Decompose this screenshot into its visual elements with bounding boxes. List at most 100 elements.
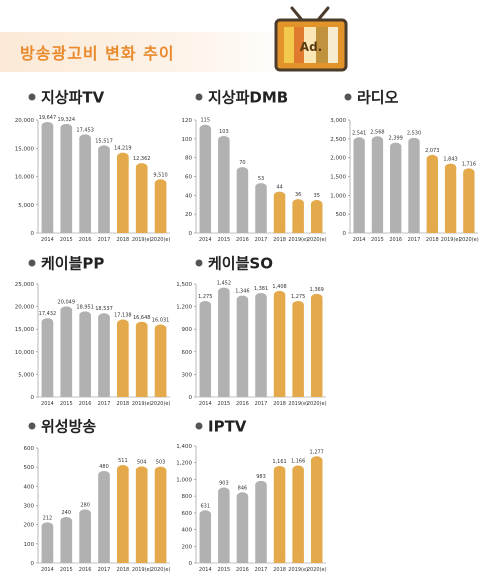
bar-base (310, 229, 323, 233)
y-tick-label: 1,000 (176, 477, 192, 483)
data-label: 17,432 (39, 311, 57, 317)
bar-base (154, 559, 167, 563)
bar-base (154, 229, 167, 233)
bar (98, 313, 110, 397)
bar (41, 318, 54, 397)
bar (154, 466, 167, 563)
bar-base (426, 229, 438, 233)
x-tick-label: 2014 (199, 237, 212, 243)
bar-base (218, 559, 230, 563)
bar-base (135, 559, 148, 563)
data-label: 36 (295, 192, 301, 198)
bar (154, 324, 167, 397)
bar (117, 319, 129, 397)
bar (236, 167, 249, 233)
x-tick-label: 2017 (255, 401, 268, 407)
bar (463, 168, 475, 233)
y-tick-label: 200 (182, 544, 193, 550)
bar-base (463, 229, 475, 233)
bar-base (98, 229, 110, 233)
chart-title: 케이블SO (208, 255, 273, 273)
x-tick-label: 2014 (199, 401, 212, 407)
bar (79, 134, 91, 233)
bar (236, 492, 249, 563)
bullet-icon (28, 93, 36, 101)
x-tick-label: 2016 (79, 401, 92, 407)
x-tick-label: 2015 (60, 567, 73, 573)
x-tick-label: 2018 (426, 237, 439, 243)
data-label: 240 (62, 510, 72, 516)
x-tick-label: 2017 (98, 567, 111, 573)
x-tick-label: 2014 (41, 401, 54, 407)
bar-base (444, 229, 457, 233)
data-label: 19,324 (58, 117, 76, 123)
x-tick-label: 2018 (273, 567, 286, 573)
data-label: 2,568 (370, 129, 384, 135)
y-tick-label: 3,000 (330, 118, 346, 124)
bar (310, 293, 323, 397)
data-label: 12,362 (133, 156, 151, 162)
bullet-icon (344, 93, 352, 101)
bar (60, 123, 73, 233)
y-tick-label: 80 (185, 156, 192, 162)
y-tick-label: 60 (185, 175, 192, 181)
bar-base (292, 559, 304, 563)
y-tick-label: 2,000 (330, 156, 346, 162)
x-tick-label: 2014 (199, 567, 212, 573)
data-label: 15,517 (95, 138, 113, 144)
bar-base (292, 229, 304, 233)
data-label: 212 (43, 515, 53, 521)
bar-base (60, 559, 73, 563)
x-tick-label: 2019(e) (288, 401, 308, 407)
bar (273, 191, 286, 233)
bar (292, 465, 304, 563)
y-tick-label: 400 (182, 528, 193, 534)
data-label: 115 (201, 118, 211, 124)
y-tick-label: 20 (185, 212, 192, 218)
bar (117, 465, 129, 563)
data-label: 18,537 (95, 306, 113, 312)
bar (273, 465, 286, 563)
x-tick-label: 2015 (217, 237, 230, 243)
bullet-icon (195, 259, 203, 267)
bar (255, 183, 267, 233)
bar (60, 517, 73, 563)
x-tick-label: 2016 (236, 237, 249, 243)
bar (154, 179, 167, 233)
bar-base (390, 229, 402, 233)
bar (79, 311, 91, 397)
y-tick-label: 500 (24, 465, 35, 471)
bar (135, 321, 148, 397)
bar-base (135, 393, 148, 397)
bar (255, 292, 267, 397)
data-label: 1,275 (291, 294, 305, 300)
data-label: 1,161 (272, 459, 286, 465)
y-tick-label: 500 (336, 212, 347, 218)
data-label: 1,346 (235, 289, 249, 295)
x-tick-label: 2018 (273, 401, 286, 407)
data-label: 103 (219, 129, 229, 135)
x-tick-label: 2020(e) (459, 237, 479, 243)
bar (310, 456, 323, 563)
y-tick-label: 0 (31, 231, 35, 237)
y-tick-label: 20,000 (15, 118, 35, 124)
chart-panel-5: 케이블SO 0 300 600 900 1,200 1,500 1,275 2014 1,452 2… (176, 255, 326, 408)
header: 방송광고비 변화 추이 Ad. (0, 0, 489, 80)
x-tick-label: 2014 (41, 567, 54, 573)
bar (135, 466, 148, 563)
page-title: 방송광고비 변화 추이 (20, 44, 175, 63)
x-tick-label: 2019(e) (288, 567, 308, 573)
bar-base (353, 229, 365, 233)
x-tick-label: 2020(e) (151, 567, 171, 573)
bar-base (60, 229, 73, 233)
x-tick-label: 2019(e) (132, 567, 152, 573)
bar-base (41, 229, 54, 233)
x-tick-label: 2017 (98, 401, 111, 407)
chart-panel-4: 케이블PP 0 5,000 10,000 15,000 20,000 25,000 17,43… (15, 255, 171, 408)
bar-base (154, 393, 167, 397)
bar (117, 152, 129, 233)
bar (41, 121, 54, 233)
data-label: 9,510 (153, 172, 167, 178)
data-label: 2,530 (407, 131, 421, 137)
